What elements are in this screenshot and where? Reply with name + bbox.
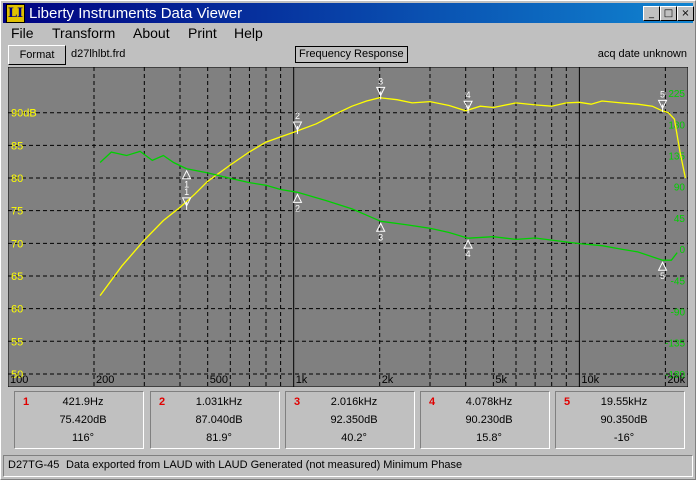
magnitude-marker-label: 3 [378, 76, 383, 86]
marker-panel-2: 2 1.031kHz 87.040dB 81.9° [150, 391, 280, 449]
marker-freq: 2.016kHz [330, 396, 378, 408]
phase-marker [463, 239, 473, 249]
x-tick-label: 1k [296, 374, 308, 386]
y-tick-label: 75 [11, 206, 23, 218]
marker-mag: 90.350dB [600, 414, 648, 426]
marker-mag: 87.040dB [195, 414, 243, 426]
magnitude-marker [181, 197, 192, 208]
phase-curve [99, 150, 678, 261]
close-button[interactable]: × [677, 6, 694, 21]
y-tick-label: 55 [11, 336, 23, 348]
y-tick-label: 65 [11, 271, 23, 283]
marker-freq: 1.031kHz [195, 396, 243, 408]
frequency-response-chart[interactable]: 90dB858075706560555022518013590450-45-90… [8, 67, 688, 387]
x-tick-label: 10k [581, 374, 599, 386]
phase-tick-label: 180 [668, 120, 685, 131]
phase-marker-label: 5 [660, 271, 665, 281]
magnitude-marker-label: 2 [295, 111, 300, 121]
phase-tick-label: 90 [674, 183, 686, 194]
acq-date: acq date unknown [597, 48, 687, 60]
marker-freq: 19.55kHz [600, 396, 648, 408]
menu-bar: File Transform About Print Help [3, 23, 693, 43]
menu-about[interactable]: About [133, 25, 170, 41]
y-tick-label: 85 [11, 140, 23, 152]
x-tick-label: 500 [210, 374, 228, 386]
phase-tick-label: 135 [668, 152, 685, 163]
phase-marker-label: 1 [184, 180, 189, 190]
marker-phase: 40.2° [341, 432, 367, 444]
magnitude-marker-label: 4 [466, 90, 471, 100]
x-tick-label: 200 [96, 374, 114, 386]
marker-panel-4: 4 4.078kHz 90.230dB 15.8° [420, 391, 550, 449]
file-name: d27lhlbt.frd [71, 48, 126, 60]
phase-marker [181, 169, 192, 180]
phase-marker [657, 261, 668, 271]
phase-tick-label: 225 [668, 89, 685, 100]
marker-number: 4 [429, 396, 436, 408]
y-tick-label: 60 [11, 304, 23, 316]
minimize-button[interactable]: _ [643, 6, 660, 21]
marker-phase: 116° [72, 432, 94, 444]
status-bar: D27TG-45 Data exported from LAUD with LA… [3, 455, 693, 477]
marker-freq: 421.9Hz [62, 396, 104, 408]
marker-number: 5 [564, 396, 571, 408]
y-tick-label: 80 [11, 173, 23, 185]
plot-title[interactable]: Frequency Response [295, 46, 408, 63]
plot-background [8, 67, 688, 387]
phase-tick-label: -180 [665, 370, 685, 381]
phase-tick-label: -135 [665, 339, 685, 350]
phase-marker-label: 4 [466, 249, 471, 259]
phase-marker [292, 193, 303, 203]
menu-transform[interactable]: Transform [52, 25, 116, 41]
magnitude-marker-label: 1 [184, 187, 189, 197]
marker-panel-3: 3 2.016kHz 92.350dB 40.2° [285, 391, 415, 449]
y-tick-label: 90dB [11, 108, 37, 120]
y-tick-label: 70 [11, 238, 23, 250]
marker-panel-5: 5 19.55kHz 90.350dB -16° [555, 391, 685, 449]
x-tick-label: 100 [10, 374, 28, 386]
menu-help[interactable]: Help [234, 25, 263, 41]
magnitude-marker-label: 5 [660, 89, 665, 99]
menu-print[interactable]: Print [188, 25, 217, 41]
magnitude-marker [292, 121, 303, 132]
marker-number: 1 [23, 396, 30, 408]
title-bar[interactable]: LI Liberty Instruments Data Viewer _ □ × [3, 3, 694, 23]
magnitude-marker [463, 100, 473, 111]
format-button[interactable]: Format [8, 45, 66, 65]
marker-panel-1: 1 421.9Hz 75.420dB 116° [14, 391, 144, 449]
maximize-button[interactable]: □ [660, 6, 677, 21]
phase-marker-label: 2 [295, 203, 300, 213]
x-tick-label: 2k [382, 374, 394, 386]
phase-tick-label: -45 [671, 276, 686, 287]
marker-phase: 81.9° [206, 432, 232, 444]
phase-tick-label: 45 [674, 214, 686, 225]
toolbar: Format d27lhlbt.frd Frequency Response a… [1, 44, 695, 66]
magnitude-curve [99, 97, 687, 296]
marker-number: 2 [159, 396, 166, 408]
window-title: Liberty Instruments Data Viewer [29, 5, 243, 22]
phase-marker-label: 3 [378, 232, 383, 242]
marker-mag: 90.230dB [465, 414, 513, 426]
marker-number: 3 [294, 396, 301, 408]
magnitude-marker [657, 99, 668, 110]
y-tick-label: 50 [11, 369, 23, 381]
marker-phase: -16° [613, 432, 635, 444]
x-tick-label: 20k [667, 374, 685, 386]
phase-marker [375, 222, 386, 232]
magnitude-marker [375, 86, 386, 97]
phase-tick-label: 0 [679, 245, 685, 256]
status-driver: D27TG-45 [8, 459, 60, 471]
phase-tick-label: -90 [671, 308, 686, 319]
marker-panels: 1 421.9Hz 75.420dB 116° 2 1.031kHz 87.04… [8, 388, 688, 452]
app-logo-icon[interactable]: LI [6, 4, 25, 23]
marker-freq: 4.078kHz [465, 396, 513, 408]
marker-mag: 75.420dB [59, 414, 107, 426]
marker-phase: 15.8° [476, 432, 502, 444]
marker-mag: 92.350dB [330, 414, 378, 426]
x-tick-label: 5k [495, 374, 507, 386]
status-message: Data exported from LAUD with LAUD Genera… [66, 459, 463, 471]
menu-file[interactable]: File [11, 25, 34, 41]
